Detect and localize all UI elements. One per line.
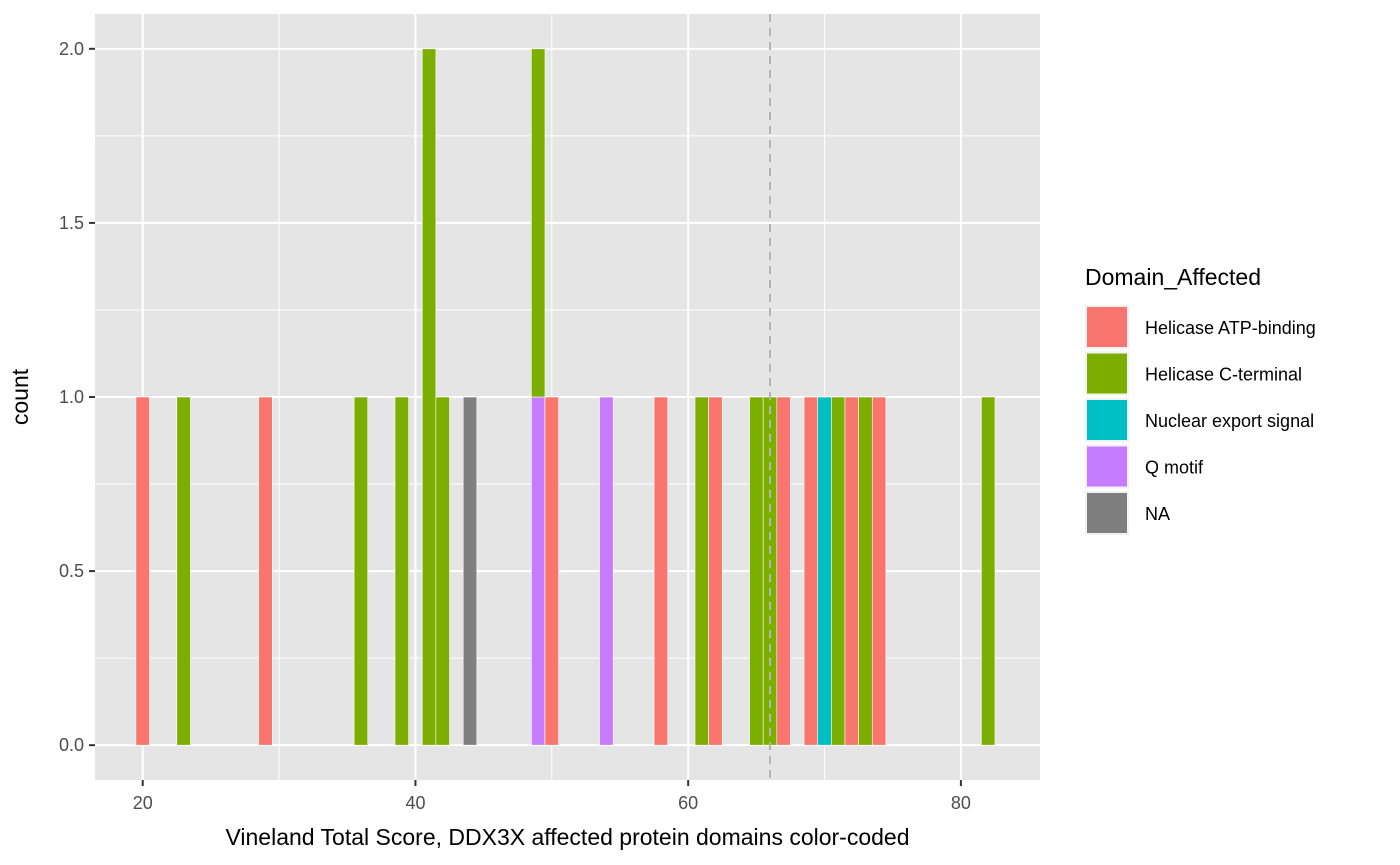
histogram-bar [749,396,764,746]
y-tick-label: 2.0 [59,39,84,59]
x-tick-label: 80 [951,793,971,813]
y-tick-label: 1.5 [59,213,84,233]
legend-swatch [1087,353,1127,394]
histogram-bar [653,396,669,746]
legend-swatch [1087,307,1127,347]
legend-label: Helicase C-terminal [1145,365,1302,385]
histogram-bar [176,396,191,746]
axis-ticks [89,47,962,786]
histogram-bar [831,396,846,746]
histogram-bar [599,396,614,746]
legend-swatch [1087,493,1127,533]
histogram-bar [858,396,873,746]
histogram-bar [531,396,546,746]
histogram-bar [135,396,150,746]
legend-label: Helicase ATP-binding [1145,318,1316,338]
legend-label: NA [1145,504,1170,524]
histogram-bars [135,48,996,746]
x-tick-labels: 20 40 60 80 [133,793,971,813]
major-gridlines [95,14,1040,780]
x-tick-label: 60 [678,793,698,813]
histogram-bar [353,396,369,746]
x-tick-label: 40 [405,793,425,813]
histogram-bar [776,396,791,746]
histogram-bar [531,48,546,398]
histogram-bar [871,396,887,746]
y-axis-title: count [7,368,33,425]
legend-label: Q motif [1145,458,1204,478]
legend-items: Helicase ATP-binding Helicase C-terminal N… [1085,305,1316,535]
histogram-bar [817,396,832,746]
histogram-bar [435,396,450,746]
legend-label: Nuclear export signal [1145,411,1314,431]
histogram-bar [803,396,819,746]
histogram-bar [694,396,709,746]
histogram-bar [462,396,478,746]
histogram-bar [258,396,273,746]
y-tick-labels: 0.0 0.5 1.0 1.5 2.0 [59,39,84,755]
y-tick-label: 0.5 [59,561,84,581]
legend-title: Domain_Affected [1085,264,1261,290]
legend-swatch [1087,400,1127,440]
histogram-bar [844,396,859,746]
x-axis-title: Vineland Total Score, DDX3X affected pro… [225,824,909,850]
histogram-bar [421,48,437,746]
legend-swatch [1087,446,1127,487]
histogram-bar [544,396,559,746]
histogram-bar [981,396,996,746]
histogram-bar [708,396,723,746]
histogram-bar [394,396,409,746]
x-tick-label: 20 [133,793,153,813]
legend: Domain_Affected Helicase ATP-bindingHeli… [1085,264,1316,535]
y-tick-label: 0.0 [59,735,84,755]
y-tick-label: 1.0 [59,387,84,407]
